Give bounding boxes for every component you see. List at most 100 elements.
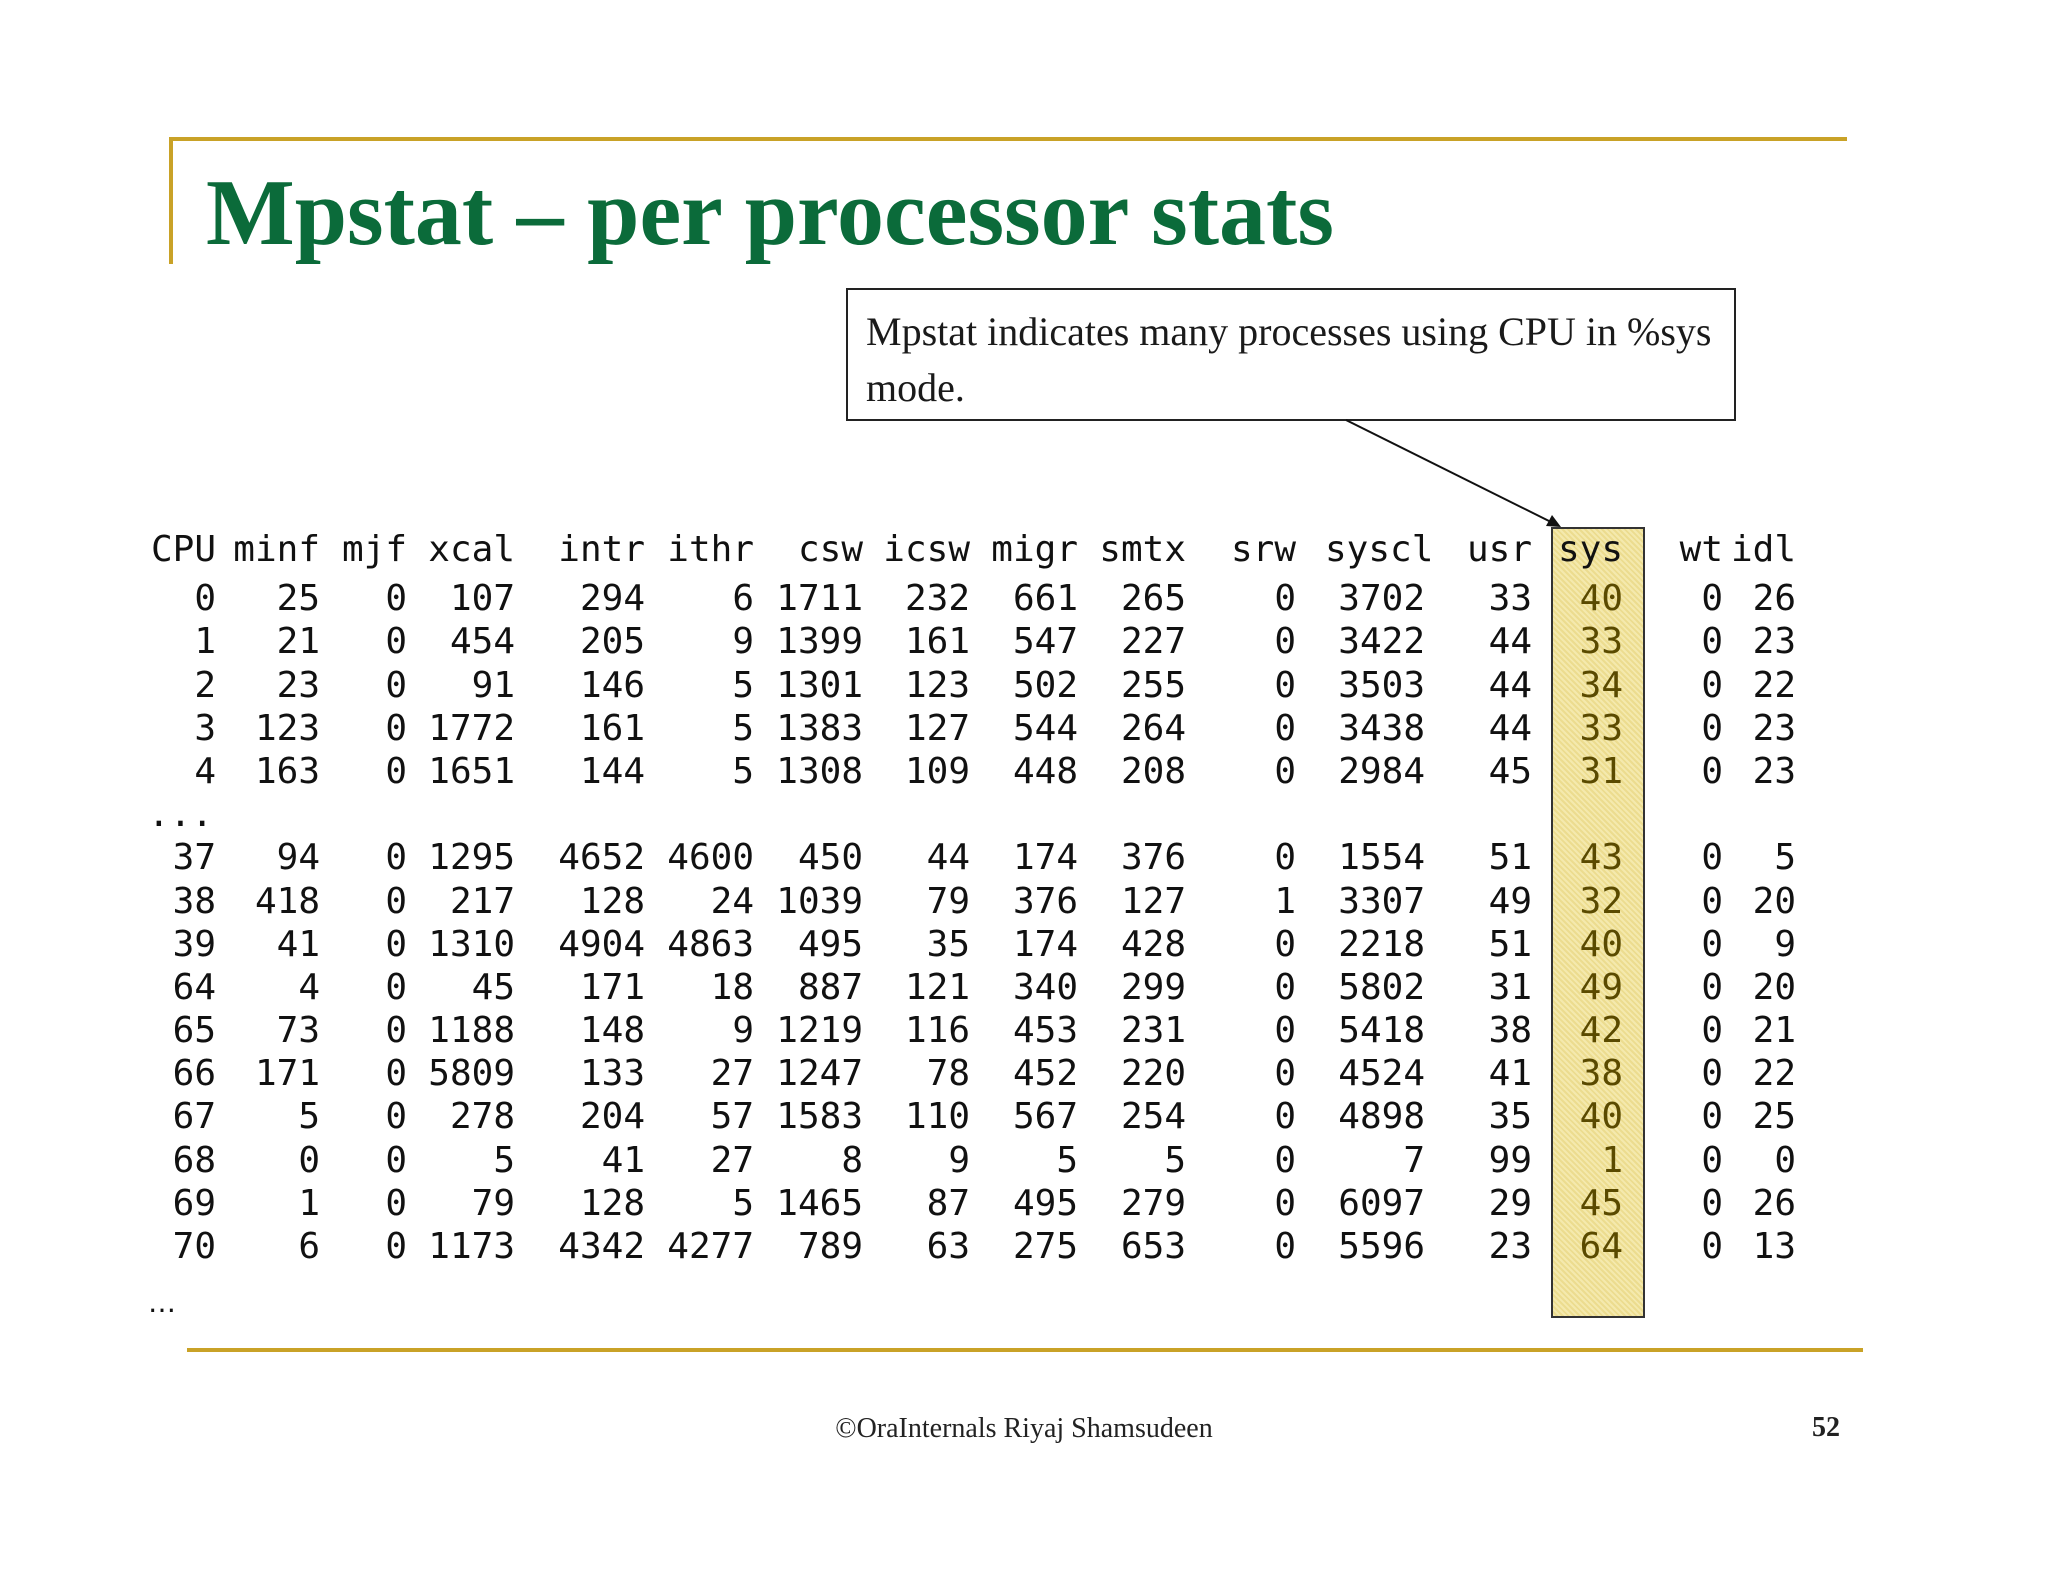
cell-intr: 41 xyxy=(601,1139,645,1181)
cell-srw: 0 xyxy=(1274,923,1296,965)
cell-mjf: 0 xyxy=(385,837,407,879)
cell-wt: 0 xyxy=(1701,1010,1723,1052)
cell-intr: 171 xyxy=(579,966,645,1008)
cell-icsw: 232 xyxy=(904,578,970,620)
cell-ithr: 4277 xyxy=(667,1226,754,1267)
cell-icsw: 110 xyxy=(904,1096,970,1138)
cell-sys: 40 xyxy=(1579,1096,1623,1138)
cell-smtx: 653 xyxy=(1120,1226,1186,1267)
cell-mjf: 0 xyxy=(385,1053,407,1095)
cell-cpu: 67 xyxy=(172,1096,216,1138)
cell-mjf: 0 xyxy=(385,707,407,749)
cell-idl: 23 xyxy=(1752,621,1796,663)
end-marker: … xyxy=(148,1286,176,1319)
cell-mjf: 0 xyxy=(385,1010,407,1052)
cell-intr: 148 xyxy=(579,1010,645,1052)
callout-arrow-head xyxy=(1546,515,1561,527)
cell-sys: 31 xyxy=(1579,750,1623,792)
cell-xcal: 5809 xyxy=(428,1053,515,1095)
cell-sys: 64 xyxy=(1579,1226,1623,1267)
cell-srw: 0 xyxy=(1274,1182,1296,1224)
cell-smtx: 265 xyxy=(1120,578,1186,620)
cell-xcal: 45 xyxy=(471,966,515,1008)
cell-syscl: 5802 xyxy=(1338,966,1425,1008)
cell-mjf: 0 xyxy=(385,1182,407,1224)
header-minf: minf xyxy=(233,529,320,570)
cell-syscl: 5418 xyxy=(1338,1010,1425,1052)
cell-mjf: 0 xyxy=(385,1096,407,1138)
cell-srw: 0 xyxy=(1274,1226,1296,1267)
cell-syscl: 3422 xyxy=(1338,621,1425,663)
cell-idl: 20 xyxy=(1752,880,1796,922)
cell-usr: 44 xyxy=(1488,707,1532,749)
cell-cpu: 1 xyxy=(194,621,216,663)
cell-wt: 0 xyxy=(1701,1226,1723,1267)
table-row: 70 6 0 1173 4342 4277 789 63 275 653 0 5596 23 64 0 13 xyxy=(148,1225,1796,1268)
cell-xcal: 278 xyxy=(449,1096,515,1138)
cell-sys: 43 xyxy=(1579,837,1623,879)
header-ithr: ithr xyxy=(667,529,754,570)
cell-intr: 4652 xyxy=(558,837,645,879)
cell-srw: 0 xyxy=(1274,1010,1296,1052)
cell-sys: 42 xyxy=(1579,1010,1623,1052)
header-mjf: mjf xyxy=(341,529,407,570)
cell-minf: 23 xyxy=(276,664,320,706)
cell-ithr: 24 xyxy=(710,880,754,922)
cell-syscl: 3503 xyxy=(1338,664,1425,706)
cell-ithr: 18 xyxy=(710,966,754,1008)
cell-cpu: 2 xyxy=(194,664,216,706)
cell-mjf: 0 xyxy=(385,1139,407,1181)
cell-smtx: 5 xyxy=(1164,1139,1186,1181)
cell-sys: 33 xyxy=(1579,707,1623,749)
table-row: 39 41 0 1310 4904 4863 495 35 174 428 0 2218 51 40 0 9 xyxy=(148,923,1796,966)
cell-xcal: 1188 xyxy=(428,1010,515,1052)
cell-minf: 123 xyxy=(254,707,320,749)
header-srw: srw xyxy=(1230,529,1296,570)
table-row: 69 1 0 79 128 5 1465 87 495 279 0 6097 29 45 0 26 xyxy=(148,1182,1796,1225)
cell-srw: 0 xyxy=(1274,1139,1296,1181)
cell-srw: 0 xyxy=(1274,966,1296,1008)
cell-migr: 174 xyxy=(1012,923,1078,965)
header-idl: idl xyxy=(1730,529,1796,570)
cell-xcal: 1295 xyxy=(428,837,515,879)
cell-icsw: 44 xyxy=(926,837,970,879)
cell-cpu: 68 xyxy=(172,1139,216,1181)
cell-usr: 23 xyxy=(1488,1226,1532,1267)
cell-cpu: 69 xyxy=(172,1182,216,1224)
cell-intr: 4342 xyxy=(558,1226,645,1267)
cell-icsw: 79 xyxy=(926,880,970,922)
cell-idl: 23 xyxy=(1752,707,1796,749)
cell-icsw: 9 xyxy=(948,1139,970,1181)
cell-usr: 44 xyxy=(1488,621,1532,663)
cell-srw: 0 xyxy=(1274,1096,1296,1138)
cell-usr: 49 xyxy=(1488,880,1532,922)
cell-usr: 29 xyxy=(1488,1182,1532,1224)
cell-syscl: 5596 xyxy=(1338,1226,1425,1267)
callout-arrow-line xyxy=(1345,419,1552,523)
cell-syscl: 3438 xyxy=(1338,707,1425,749)
cell-intr: 4904 xyxy=(558,923,645,965)
cell-srw: 0 xyxy=(1274,1053,1296,1095)
header-usr: usr xyxy=(1466,529,1532,570)
page-number: 52 xyxy=(1812,1412,1840,1443)
header-sys: sys xyxy=(1557,529,1623,570)
top-accent-rule xyxy=(169,137,1847,141)
cell-mjf: 0 xyxy=(385,578,407,620)
cell-ithr: 5 xyxy=(732,1182,754,1224)
cell-migr: 502 xyxy=(1012,664,1078,706)
cell-minf: 1 xyxy=(298,1182,320,1224)
cell-minf: 41 xyxy=(276,923,320,965)
cell-csw: 1308 xyxy=(776,750,863,792)
cell-icsw: 63 xyxy=(926,1226,970,1267)
cell-smtx: 428 xyxy=(1120,923,1186,965)
cell-cpu: 37 xyxy=(172,837,216,879)
cell-mjf: 0 xyxy=(385,750,407,792)
cell-migr: 5 xyxy=(1056,1139,1078,1181)
cell-csw: 1399 xyxy=(776,621,863,663)
cell-wt: 0 xyxy=(1701,621,1723,663)
cell-csw: 8 xyxy=(841,1139,863,1181)
cell-migr: 452 xyxy=(1012,1053,1078,1095)
cell-csw: 1465 xyxy=(776,1182,863,1224)
cell-csw: 495 xyxy=(797,923,863,965)
cell-usr: 99 xyxy=(1488,1139,1532,1181)
